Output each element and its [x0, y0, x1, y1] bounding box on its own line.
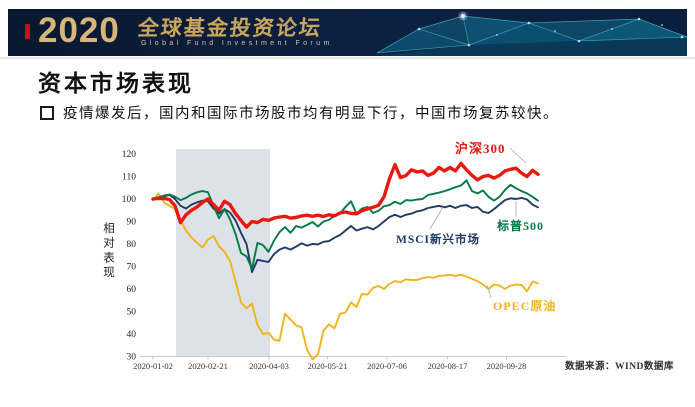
x-tick-label: 2020-02-21 [188, 361, 228, 371]
shaded-band [176, 149, 270, 357]
header-banner: 2020 全球基金投资论坛 Global Fund Investment For… [8, 9, 687, 56]
x-tick-label: 2020-09-28 [487, 361, 527, 371]
y-tick-label: 120 [122, 150, 137, 160]
y-tick-label: 60 [127, 285, 137, 295]
y-tick-label: 80 [127, 240, 137, 250]
y-tick-label: 40 [127, 330, 137, 340]
header-divider-line [0, 57, 695, 59]
series-line-OPEC原油 [152, 192, 539, 361]
annotation-leader-MSCI新兴市场 [429, 206, 444, 230]
network-mesh-graphic [377, 11, 687, 56]
y-tick-label: 30 [127, 353, 137, 363]
y-tick-label: 70 [127, 263, 137, 273]
y-axis-title-char: 现 [103, 266, 115, 279]
red-accent-mark [25, 24, 30, 39]
series-label-沪深300: 沪深300 [455, 141, 506, 156]
y-tick-label: 100 [122, 195, 137, 205]
data-source-note: 数据来源：WIND数据库 [565, 362, 674, 372]
series-label-OPEC原油: OPEC原油 [493, 298, 556, 313]
x-tick-label: 2020-01-02 [133, 361, 173, 371]
series-label-标普500: 标普500 [496, 218, 544, 233]
bullet-item: 疫情爆发后，国内和国际市场股市均有明显下行，中国市场复苏较快。 [40, 102, 559, 123]
page-title: 资本市场表现 [38, 71, 194, 96]
series-line-标普500 [152, 179, 539, 270]
x-tick-label: 2020-04-03 [249, 361, 289, 371]
y-tick-label: 110 [122, 173, 136, 183]
x-tick-label: 2020-08-17 [428, 361, 468, 371]
y-axis-title-char: 相 [103, 222, 115, 235]
bullet-text: 疫情爆发后，国内和国际市场股市均有明显下行，中国市场复苏较快。 [63, 106, 559, 122]
annotation-leader-沪深300 [509, 147, 527, 164]
bullet-square-icon [40, 106, 54, 120]
y-axis-title-char: 表 [103, 250, 115, 264]
series-label-MSCI新兴市场: MSCI新兴市场 [396, 232, 480, 246]
annotation-leader-OPEC原油 [486, 284, 492, 299]
y-tick-label: 50 [127, 308, 137, 318]
y-axis-title-char: 对 [103, 236, 115, 250]
header-year: 2020 [38, 11, 120, 50]
x-tick-label: 2020-07-06 [367, 361, 407, 371]
forum-title-en: Global Fund Investment Forum [141, 40, 333, 47]
x-tick-label: 2020-05-21 [308, 361, 348, 371]
y-tick-label: 90 [127, 218, 137, 228]
series-line-沪深300 [151, 161, 540, 229]
